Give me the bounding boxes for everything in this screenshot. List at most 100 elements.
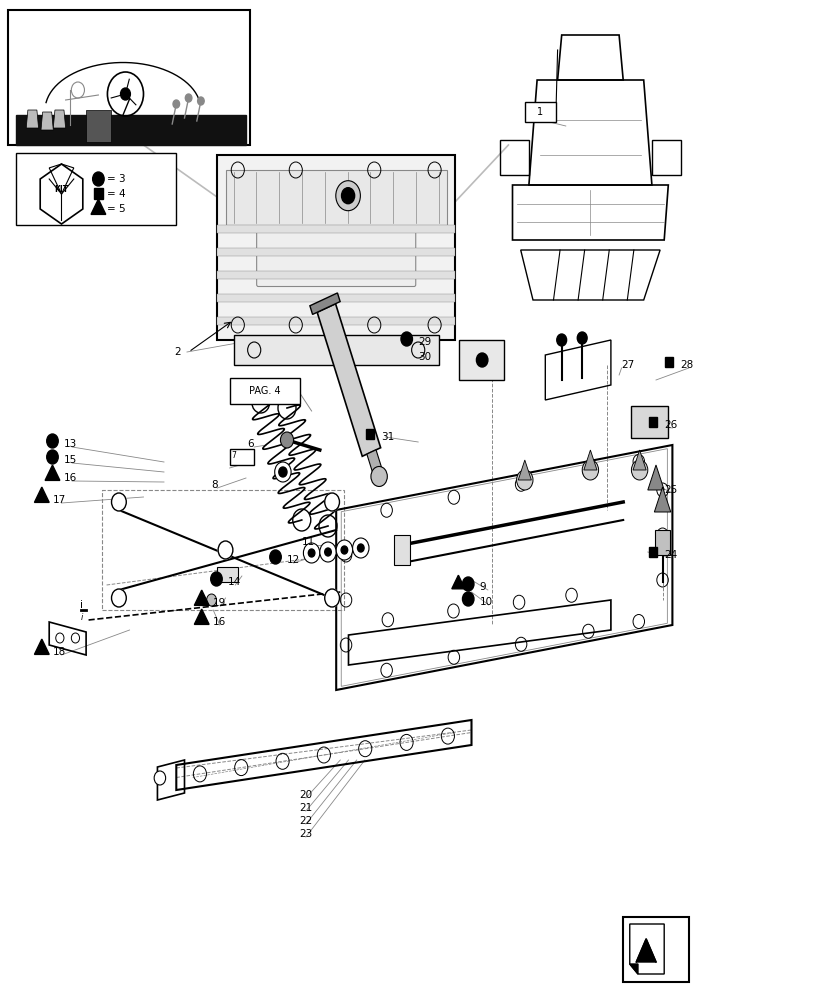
Circle shape (462, 577, 473, 591)
FancyBboxPatch shape (225, 170, 446, 225)
Text: 13: 13 (64, 439, 77, 449)
Circle shape (336, 181, 360, 211)
Circle shape (631, 460, 647, 480)
Circle shape (476, 353, 487, 367)
FancyBboxPatch shape (524, 102, 555, 122)
Circle shape (111, 493, 126, 511)
Circle shape (269, 550, 281, 564)
FancyBboxPatch shape (229, 378, 300, 404)
Text: = 4: = 4 (106, 189, 125, 199)
Circle shape (47, 434, 58, 448)
Polygon shape (310, 293, 340, 314)
FancyBboxPatch shape (631, 406, 667, 438)
Polygon shape (86, 110, 111, 142)
Circle shape (319, 542, 336, 562)
FancyBboxPatch shape (16, 153, 176, 225)
Polygon shape (451, 575, 464, 589)
Circle shape (93, 172, 104, 186)
Circle shape (357, 544, 364, 552)
FancyBboxPatch shape (8, 10, 250, 145)
Text: 19: 19 (213, 598, 226, 608)
FancyBboxPatch shape (229, 449, 254, 465)
Circle shape (173, 100, 179, 108)
Circle shape (324, 493, 339, 511)
Polygon shape (629, 964, 637, 974)
Circle shape (581, 460, 598, 480)
Polygon shape (91, 199, 106, 214)
Text: 15: 15 (64, 455, 77, 465)
Text: 6: 6 (247, 439, 254, 449)
Bar (648, 547, 656, 557)
FancyBboxPatch shape (622, 917, 688, 982)
Polygon shape (53, 110, 66, 128)
Circle shape (274, 462, 291, 482)
Circle shape (341, 546, 347, 554)
Circle shape (120, 88, 130, 100)
Circle shape (324, 548, 331, 556)
FancyBboxPatch shape (217, 294, 455, 302)
FancyBboxPatch shape (217, 248, 455, 256)
Text: 20: 20 (299, 790, 312, 800)
Text: 28: 28 (680, 360, 693, 370)
Text: 16: 16 (64, 473, 77, 483)
FancyBboxPatch shape (256, 227, 415, 286)
Circle shape (324, 589, 339, 607)
Polygon shape (26, 110, 38, 128)
Polygon shape (636, 939, 655, 962)
Text: i: i (81, 613, 83, 622)
Text: 11: 11 (301, 537, 314, 547)
FancyBboxPatch shape (217, 317, 455, 325)
Text: 14: 14 (228, 577, 241, 587)
Text: 18: 18 (53, 647, 66, 657)
FancyBboxPatch shape (217, 155, 455, 340)
FancyBboxPatch shape (233, 335, 438, 365)
Circle shape (185, 94, 192, 102)
Circle shape (577, 332, 586, 344)
Text: KIT: KIT (54, 184, 69, 194)
Text: 7: 7 (231, 450, 236, 460)
Text: = 5: = 5 (106, 204, 125, 214)
Circle shape (336, 540, 352, 560)
Polygon shape (45, 465, 60, 480)
Text: 22: 22 (299, 816, 312, 826)
Bar (664, 357, 672, 367)
Text: 23: 23 (299, 829, 312, 839)
Text: 31: 31 (381, 432, 394, 442)
Circle shape (206, 594, 216, 606)
Text: 25: 25 (663, 485, 676, 495)
Circle shape (370, 466, 387, 486)
Circle shape (400, 332, 412, 346)
Polygon shape (16, 115, 246, 145)
Circle shape (303, 543, 319, 563)
Text: 24: 24 (663, 550, 676, 560)
Circle shape (210, 572, 222, 586)
Polygon shape (583, 450, 596, 470)
Text: 16: 16 (213, 617, 226, 627)
Text: 12: 12 (287, 555, 300, 565)
Circle shape (516, 470, 532, 490)
Circle shape (111, 589, 126, 607)
Text: 27: 27 (621, 360, 634, 370)
Circle shape (556, 334, 566, 346)
Circle shape (352, 538, 369, 558)
Circle shape (278, 467, 287, 477)
Polygon shape (366, 450, 382, 476)
Circle shape (47, 450, 58, 464)
Polygon shape (317, 304, 380, 456)
FancyBboxPatch shape (217, 225, 455, 233)
Text: 30: 30 (418, 352, 431, 362)
Circle shape (218, 541, 233, 559)
Circle shape (154, 771, 165, 785)
Circle shape (197, 97, 204, 105)
Polygon shape (34, 639, 49, 654)
Text: 10: 10 (479, 597, 492, 607)
FancyBboxPatch shape (459, 340, 504, 380)
Polygon shape (518, 460, 531, 480)
Circle shape (341, 188, 354, 204)
Circle shape (280, 432, 293, 448)
Polygon shape (34, 487, 49, 502)
Text: i: i (80, 600, 84, 610)
Text: 8: 8 (211, 480, 218, 490)
Text: PAG. 4: PAG. 4 (249, 386, 280, 396)
Circle shape (308, 549, 314, 557)
